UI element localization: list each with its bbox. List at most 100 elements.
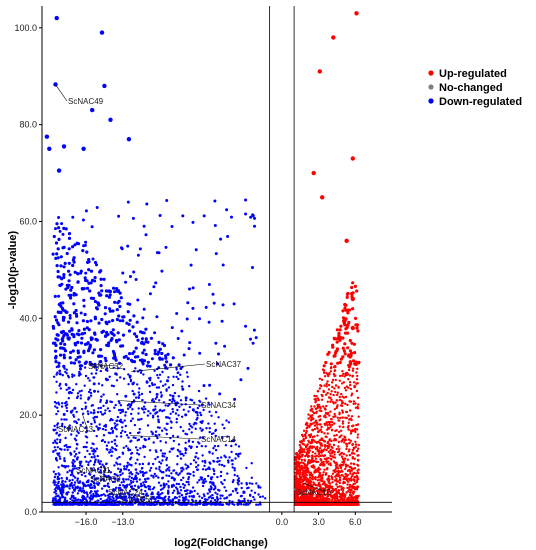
down-regulated-point (185, 467, 188, 470)
up-regulated-point (347, 438, 351, 441)
up-regulated-point (342, 452, 346, 456)
down-regulated-point (129, 471, 133, 474)
down-regulated-point (104, 359, 108, 363)
down-regulated-point (61, 232, 65, 236)
down-regulated-point (127, 329, 132, 333)
up-regulated-point (351, 457, 354, 460)
down-regulated-point (130, 481, 133, 485)
up-regulated-point (309, 423, 312, 427)
down-regulated-point (71, 486, 75, 489)
up-regulated-point (355, 503, 358, 506)
down-regulated-point (79, 367, 82, 371)
down-regulated-point (129, 496, 132, 499)
down-regulated-point (98, 471, 101, 474)
down-regulated-point (63, 459, 66, 463)
down-regulated-point (210, 503, 213, 506)
up-regulated-point (294, 503, 297, 506)
up-regulated-point (326, 494, 330, 498)
up-regulated-point (321, 479, 324, 483)
down-regulated-point (90, 483, 93, 487)
up-regulated-point (349, 387, 353, 391)
up-regulated-point (299, 490, 303, 494)
down-regulated-point (111, 503, 114, 506)
down-regulated-point (178, 495, 181, 498)
down-regulated-point (149, 488, 152, 491)
up-regulated-point (341, 411, 345, 414)
x-tick-label: 6.0 (349, 517, 362, 527)
up-regulated-point (297, 461, 300, 465)
down-regulated-point (221, 263, 225, 267)
up-regulated-point (355, 371, 358, 374)
down-regulated-point (155, 503, 158, 506)
down-regulated-point (106, 494, 110, 497)
up-regulated-point (331, 487, 335, 491)
down-regulated-point (133, 484, 137, 487)
up-regulated-point (303, 477, 307, 480)
down-regulated-point (56, 438, 59, 441)
up-regulated-point (307, 451, 310, 455)
down-regulated-point (134, 396, 138, 399)
down-regulated-point (261, 495, 264, 498)
down-regulated-point (158, 347, 162, 351)
down-regulated-point (62, 265, 66, 269)
down-regulated-point (251, 213, 255, 217)
down-regulated-point (83, 471, 86, 475)
down-regulated-point (183, 497, 186, 501)
up-regulated-point (350, 503, 353, 506)
down-regulated-point (53, 475, 57, 479)
down-regulated-point (126, 310, 130, 314)
down-regulated-point (191, 220, 195, 224)
down-regulated-point (179, 399, 183, 402)
down-regulated-point (44, 134, 50, 139)
down-regulated-point (226, 472, 229, 475)
up-regulated-point (310, 438, 314, 441)
down-regulated-point (63, 499, 67, 502)
down-regulated-point (88, 343, 92, 347)
down-regulated-point (53, 439, 57, 442)
down-regulated-point (82, 304, 86, 308)
up-regulated-point (340, 455, 344, 458)
down-regulated-point (58, 473, 61, 476)
up-regulated-point (301, 487, 304, 491)
down-regulated-point (184, 399, 188, 402)
up-regulated-point (331, 423, 334, 427)
down-regulated-point (142, 224, 146, 228)
down-regulated-point (107, 341, 111, 345)
down-regulated-point (56, 168, 62, 173)
down-regulated-point (148, 449, 152, 452)
down-regulated-point (90, 467, 93, 470)
down-regulated-point (174, 486, 178, 489)
down-regulated-point (165, 389, 168, 392)
up-regulated-point (353, 488, 357, 491)
down-regulated-point (191, 503, 194, 506)
down-regulated-point (180, 478, 183, 482)
up-regulated-point (334, 384, 338, 387)
down-regulated-point (103, 306, 108, 310)
down-regulated-point (55, 222, 59, 226)
down-regulated-point (112, 356, 116, 360)
down-regulated-point (78, 466, 81, 470)
down-regulated-point (93, 376, 96, 379)
down-regulated-point (102, 493, 106, 496)
down-regulated-point (95, 434, 98, 438)
down-regulated-point (124, 495, 128, 498)
down-regulated-point (187, 465, 190, 469)
down-regulated-point (114, 372, 118, 376)
down-regulated-point (167, 386, 171, 389)
up-regulated-point (330, 485, 334, 488)
down-regulated-point (108, 117, 113, 123)
down-regulated-point (54, 489, 58, 493)
up-regulated-point (338, 479, 342, 482)
down-regulated-point (52, 441, 55, 445)
up-regulated-point (338, 338, 342, 342)
down-regulated-point (90, 225, 94, 229)
down-regulated-point (169, 394, 172, 397)
down-regulated-point (63, 448, 66, 451)
up-regulated-point (309, 435, 312, 439)
down-regulated-point (242, 490, 245, 493)
down-regulated-point (198, 317, 201, 321)
down-regulated-point (104, 503, 107, 506)
down-regulated-point (54, 499, 58, 503)
down-regulated-point (100, 330, 104, 334)
up-regulated-point (340, 451, 344, 455)
